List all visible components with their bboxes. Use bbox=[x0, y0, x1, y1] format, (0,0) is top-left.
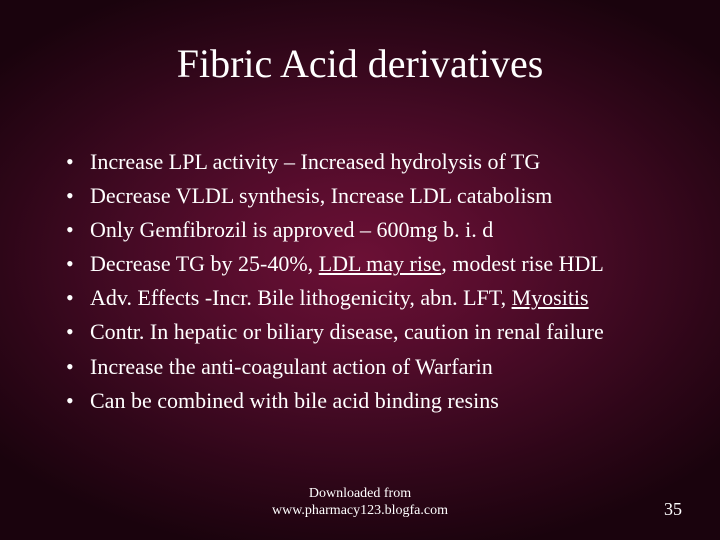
list-item: Increase LPL activity – Increased hydrol… bbox=[60, 145, 680, 179]
list-item: Increase the anti-coagulant action of Wa… bbox=[60, 350, 680, 384]
bullet-text: In hepatic or biliary disease, caution i… bbox=[150, 319, 604, 344]
bullet-text: Contr. bbox=[90, 319, 150, 344]
slide-title: Fibric Acid derivatives bbox=[0, 40, 720, 87]
page-number: 35 bbox=[664, 499, 682, 520]
bullet-text: Decrease TG by 25-40%, bbox=[90, 251, 319, 276]
list-item: Adv. Effects -Incr. Bile lithogenicity, … bbox=[60, 281, 680, 315]
list-item: Decrease TG by 25-40%, LDL may rise, mod… bbox=[60, 247, 680, 281]
footer-line-2: www.pharmacy123.blogfa.com bbox=[272, 503, 448, 518]
bullet-text: LDL may rise bbox=[319, 251, 442, 276]
bullet-text: Only Gemfibrozil is approved – 600mg b. … bbox=[90, 217, 493, 242]
bullet-text: Decrease VLDL synthesis, Increase LDL ca… bbox=[90, 183, 552, 208]
bullet-list: Increase LPL activity – Increased hydrol… bbox=[60, 145, 680, 418]
bullet-text: Myositis bbox=[512, 285, 589, 310]
list-item: Only Gemfibrozil is approved – 600mg b. … bbox=[60, 213, 680, 247]
list-item: Contr. In hepatic or biliary disease, ca… bbox=[60, 315, 680, 349]
footer: Downloaded from www.pharmacy123.blogfa.c… bbox=[0, 486, 720, 520]
footer-line-1: Downloaded from bbox=[309, 486, 411, 501]
bullet-text: Increase LPL activity – Increased hydrol… bbox=[90, 149, 540, 174]
bullet-text: Adv. Effects -Incr. Bile lithogenicity, … bbox=[90, 285, 512, 310]
slide: Fibric Acid derivatives Increase LPL act… bbox=[0, 0, 720, 540]
list-item: Can be combined with bile acid binding r… bbox=[60, 384, 680, 418]
bullet-text: Can be combined with bile acid binding r… bbox=[90, 388, 499, 413]
bullet-text: , modest rise HDL bbox=[441, 251, 604, 276]
bullet-text: Increase the anti-coagulant action of Wa… bbox=[90, 354, 493, 379]
list-item: Decrease VLDL synthesis, Increase LDL ca… bbox=[60, 179, 680, 213]
